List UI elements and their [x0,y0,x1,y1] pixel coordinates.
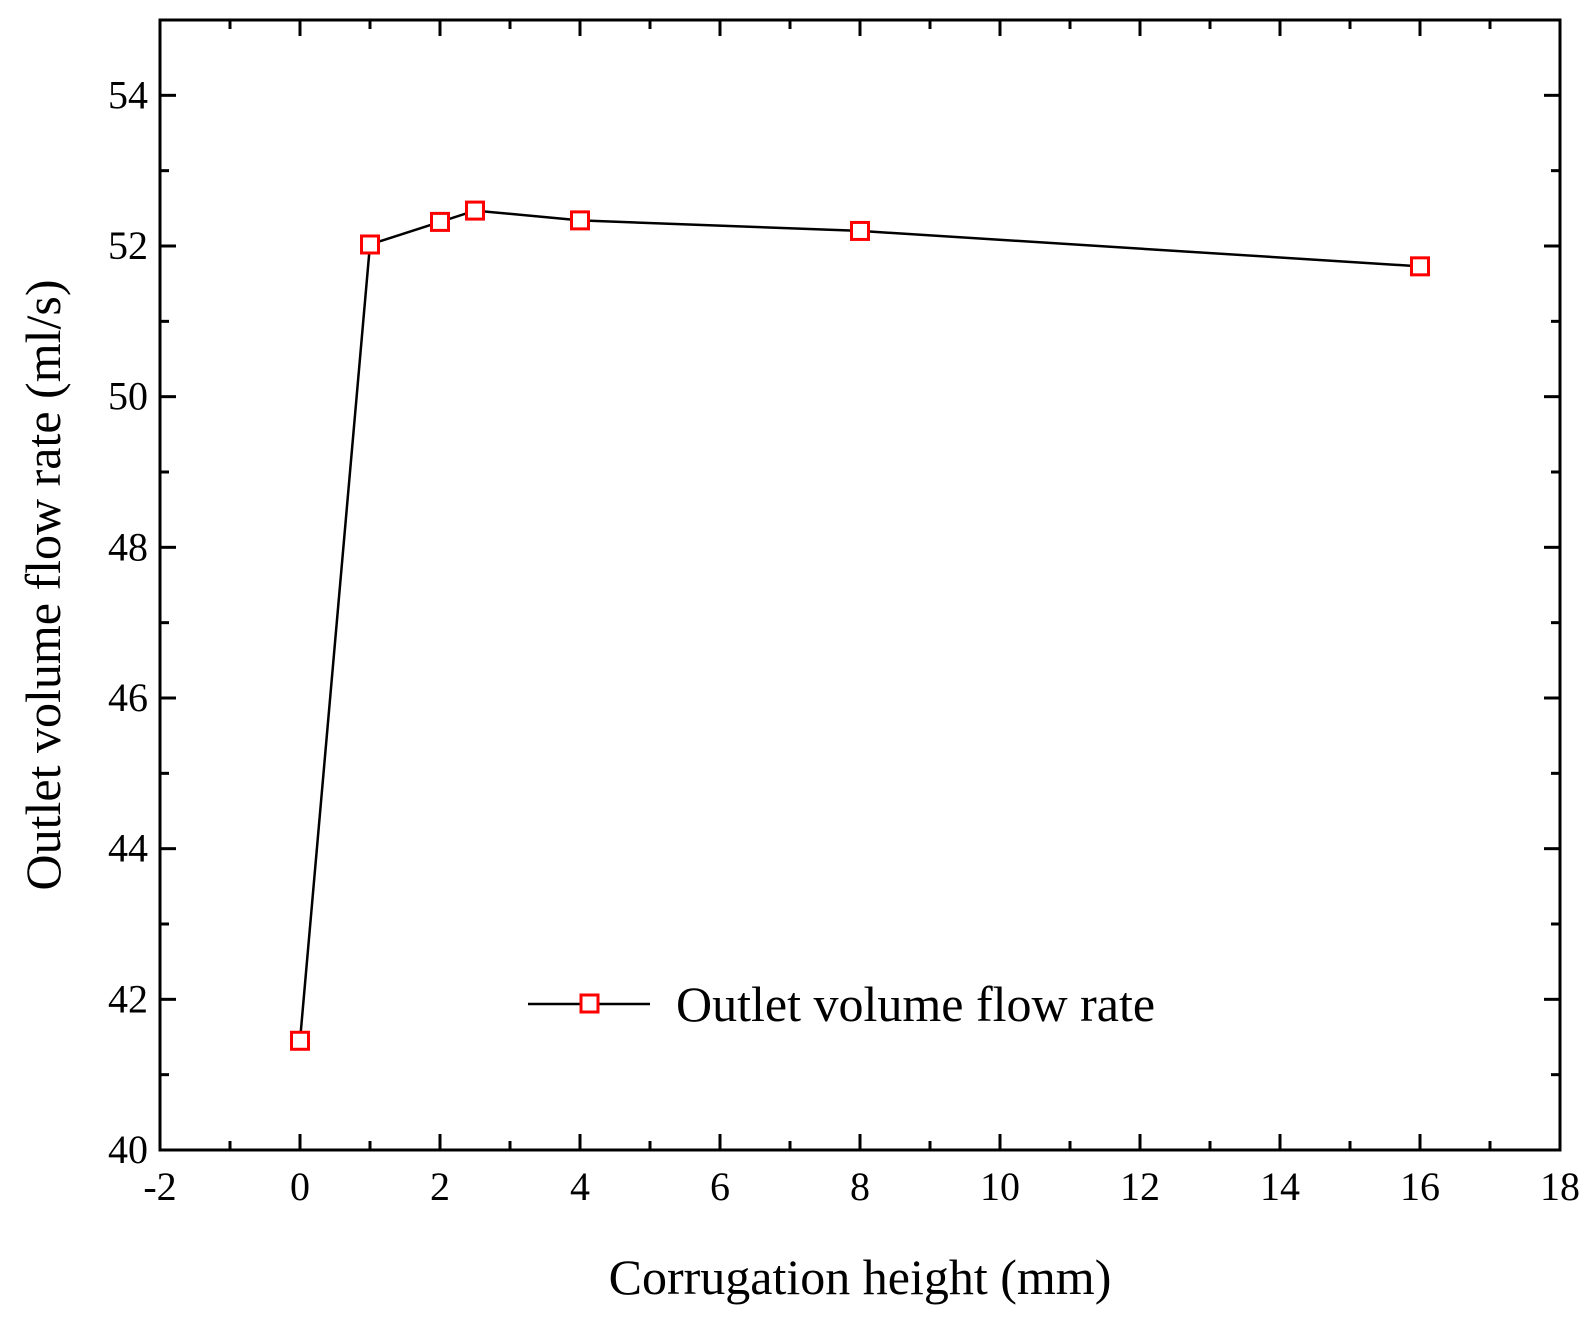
x-tick-label: 4 [570,1164,590,1209]
y-tick-label: 40 [108,1127,148,1172]
y-tick-label: 44 [108,826,148,871]
legend-label: Outlet volume flow rate [676,976,1155,1032]
x-tick-label: 18 [1540,1164,1580,1209]
x-tick-label: 12 [1120,1164,1160,1209]
x-tick-labels: -2 0 2 4 6 8 10 12 14 16 18 [143,1164,1580,1209]
series-line [298,209,1421,1041]
y-tick-label: 42 [108,976,148,1021]
axis-ticks [158,18,1562,1152]
y-tick-label: 50 [108,374,148,419]
x-axis-title: Corrugation height (mm) [609,1249,1112,1305]
x-tick-label: 0 [290,1164,310,1209]
y-tick-labels: 40 42 44 46 48 50 52 54 [108,72,148,1172]
legend-marker [579,993,600,1014]
y-tick-label: 46 [108,675,148,720]
data-point-marker [570,210,590,231]
data-point-marker [465,200,485,221]
data-point-marker [850,220,870,241]
data-point-marker [290,1030,310,1051]
data-point-marker [360,234,380,255]
x-tick-label: -2 [143,1164,176,1209]
legend: Outlet volume flow rate [528,976,1155,1032]
y-axis-title: Outlet volume flow rate (ml/s) [15,280,71,891]
data-markers [290,200,1430,1051]
x-tick-label: 8 [850,1164,870,1209]
x-tick-label: 16 [1400,1164,1440,1209]
x-tick-label: 14 [1260,1164,1300,1209]
x-tick-label: 6 [710,1164,730,1209]
x-tick-label: 10 [980,1164,1020,1209]
y-tick-label: 54 [108,72,148,117]
x-tick-label: 2 [430,1164,450,1209]
y-tick-label: 48 [108,524,148,569]
data-point-marker [430,211,450,232]
data-point-marker [1410,256,1430,277]
y-tick-label: 52 [108,223,148,268]
